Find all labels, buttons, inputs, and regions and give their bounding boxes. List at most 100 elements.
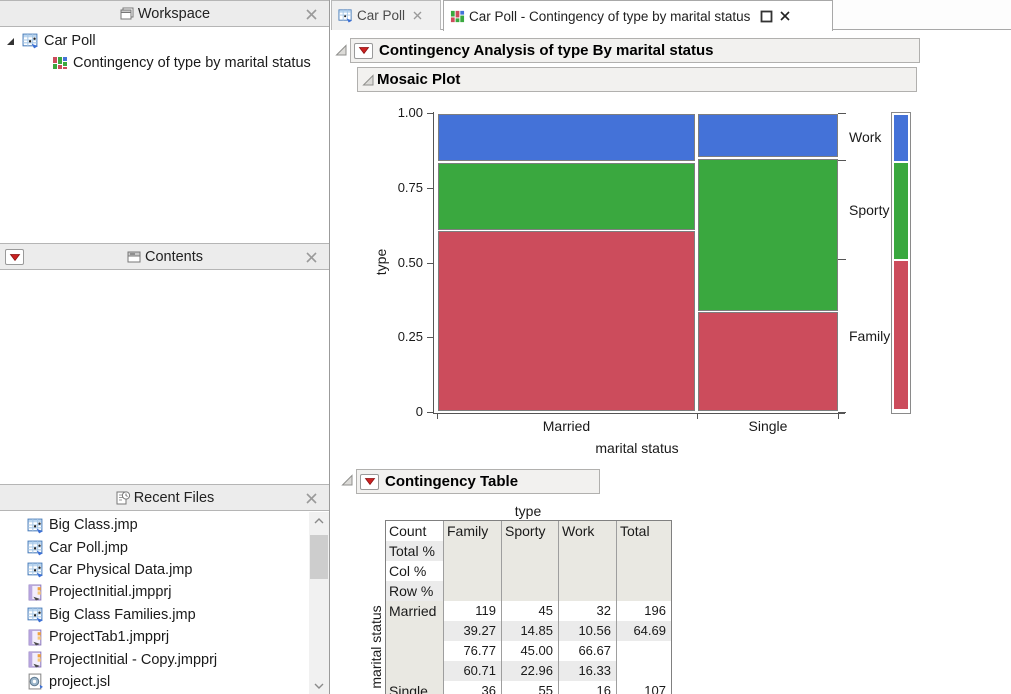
scroll-up-icon[interactable]	[309, 512, 329, 529]
analysis-title: Contingency Analysis of type By marital …	[379, 42, 714, 59]
y-category-label: Work	[849, 128, 882, 145]
y-axis-tick	[427, 187, 433, 189]
table-disclosure-icon[interactable]	[340, 473, 354, 487]
mosaic-tile-single-work[interactable]	[698, 114, 838, 158]
analysis-red-triangle-menu[interactable]	[354, 42, 373, 59]
recent-file-item[interactable]: Car Physical Data.jmp	[0, 559, 308, 581]
recent-files-scrollbar[interactable]	[309, 512, 329, 694]
table-value-cell: 55	[502, 681, 559, 694]
table-value-cell: 76.77	[444, 641, 502, 661]
x-category-label: Married	[542, 418, 591, 434]
recent-files-icon	[115, 490, 131, 506]
recent-file-name: ProjectTab1.jmpprj	[49, 629, 170, 646]
recent-file-name: Big Class Families.jmp	[49, 606, 196, 623]
y-axis-tick	[427, 412, 433, 413]
stat-label-cell: Row %	[386, 581, 444, 601]
contents-close-icon[interactable]	[303, 249, 319, 265]
recent-file-item[interactable]: ProjectTab1.jmpprj	[0, 626, 308, 648]
script-icon	[27, 673, 44, 690]
recent-file-item[interactable]: Big Class.jmp	[0, 514, 308, 536]
recent-file-item[interactable]: ProjectInitial.jmpprj	[0, 581, 308, 603]
recent-file-item[interactable]: project.jsl	[0, 671, 308, 693]
overall-segment-sporty[interactable]	[894, 162, 908, 259]
recent-file-name: ProjectInitial.jmpprj	[49, 584, 172, 601]
x-axis-line	[433, 413, 845, 414]
y-tick-label: 0.25	[397, 329, 423, 345]
y-tick-label: 1.00	[397, 105, 423, 120]
recent-file-name: Car Poll.jmp	[49, 539, 128, 556]
row-label-cell: Married	[386, 601, 444, 681]
tab-maximize-icon[interactable]	[760, 10, 773, 23]
right-axis-tick	[838, 113, 846, 114]
document-tab-bar: Car Poll Car Poll - Contingency of type …	[331, 0, 1011, 31]
table-value-cell: 45	[502, 601, 559, 621]
tab-close-icon[interactable]	[413, 11, 422, 20]
workspace-close-icon[interactable]	[303, 6, 319, 22]
x-axis-tick	[697, 414, 698, 419]
table-value-cell: 10.56	[559, 621, 617, 641]
tab-close-icon[interactable]	[780, 11, 790, 21]
mosaic-disclosure-icon[interactable]	[361, 73, 375, 87]
table-value-cell: 64.69	[617, 621, 671, 641]
recent-file-name: ProjectInitial - Copy.jmpprj	[49, 651, 218, 668]
mosaic-x-axis-label: marital status	[595, 440, 679, 456]
tree-item-car-poll[interactable]: Car Poll	[4, 32, 96, 49]
contingency-report-icon	[450, 9, 465, 24]
y-tick-label: 0	[415, 404, 423, 419]
stat-label-cell: Total %	[386, 541, 444, 561]
table-value-cell: 36	[444, 681, 502, 694]
jmp-data-table-icon	[22, 32, 39, 49]
contents-icon	[126, 249, 142, 265]
overall-segment-family[interactable]	[894, 260, 908, 409]
tree-expand-icon[interactable]	[4, 35, 16, 47]
scroll-down-icon[interactable]	[309, 677, 329, 694]
recent-file-item[interactable]: Big Class Families.jmp	[0, 604, 308, 626]
tab-contingency-report[interactable]: Car Poll - Contingency of type by marita…	[443, 0, 833, 31]
table-value-cell: 32	[559, 601, 617, 621]
recent-file-item[interactable]: Car Poll.jmp	[0, 536, 308, 558]
right-axis-tick	[838, 259, 846, 261]
table-value-cell: 16.33	[559, 661, 617, 681]
table-col-group-label: type	[514, 503, 542, 519]
column-header-cell: Family	[444, 521, 502, 601]
x-category-label: Single	[748, 418, 788, 434]
mosaic-tile-married-sporty[interactable]	[438, 162, 695, 230]
table-title: Contingency Table	[385, 473, 519, 490]
mosaic-tile-single-family[interactable]	[698, 312, 838, 412]
overall-segment-work[interactable]	[894, 115, 908, 161]
mosaic-tile-married-family[interactable]	[438, 231, 695, 412]
contents-red-triangle-menu[interactable]	[5, 249, 24, 265]
tab-label: Car Poll - Contingency of type by marita…	[469, 8, 751, 24]
recent-files-panel-header: Recent Files	[0, 484, 329, 511]
table-outline-header[interactable]: Contingency Table	[356, 469, 600, 494]
contents-panel-header: Contents	[0, 243, 329, 270]
right-axis-tick	[838, 160, 846, 162]
project-icon	[27, 584, 44, 601]
analysis-disclosure-icon[interactable]	[334, 43, 348, 57]
mosaic-tile-married-work[interactable]	[438, 114, 695, 162]
mosaic-y-axis-label: type	[373, 248, 389, 276]
table-value-cell: 107	[617, 681, 671, 694]
table-red-triangle-menu[interactable]	[360, 473, 379, 490]
recent-file-item[interactable]: ProjectInitial - Copy.jmpprj	[0, 648, 308, 670]
mosaic-outline-header[interactable]: Mosaic Plot	[357, 67, 917, 92]
y-category-label: Sporty	[849, 201, 890, 218]
recent-files-panel-title: Recent Files	[133, 489, 215, 506]
tab-car-poll[interactable]: Car Poll	[331, 0, 441, 30]
table-value-cell: 66.67	[559, 641, 617, 661]
table-value-cell: 196	[617, 601, 671, 621]
scrollbar-thumb[interactable]	[310, 535, 328, 579]
left-dock-panel: Workspace Car Poll Contingency of type b…	[0, 0, 330, 694]
table-value-cell: 39.27	[444, 621, 502, 641]
table-outer-border	[385, 520, 672, 694]
recent-files-close-icon[interactable]	[303, 490, 319, 506]
overall-proportion-bar	[891, 112, 911, 414]
jmp-data-icon	[27, 606, 44, 623]
x-axis-tick	[437, 414, 438, 419]
mosaic-tile-single-sporty[interactable]	[698, 158, 838, 311]
stat-label-cell: Count	[386, 521, 444, 541]
tree-item-contingency[interactable]: Contingency of type by marital status	[52, 55, 311, 71]
y-axis-line	[433, 112, 434, 413]
analysis-outline-header[interactable]: Contingency Analysis of type By marital …	[350, 38, 920, 63]
